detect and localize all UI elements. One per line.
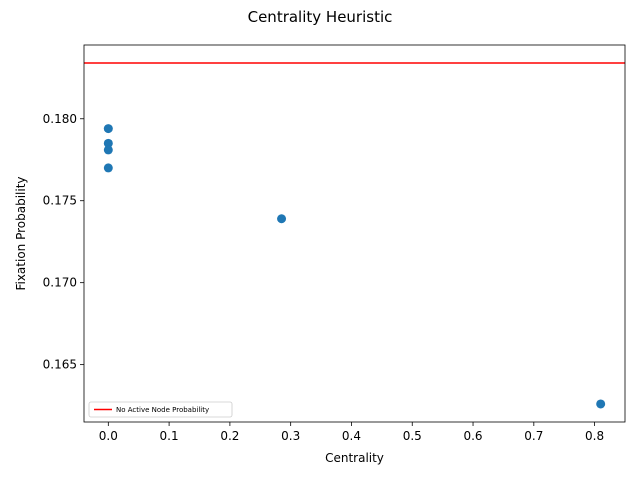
x-tick-label-2: 0.2 xyxy=(220,429,239,443)
x-axis-label: Centrality xyxy=(325,451,384,465)
x-tick-label-1: 0.1 xyxy=(160,429,179,443)
y-tick-label-1: 0.170 xyxy=(43,276,77,290)
x-tick-label-7: 0.7 xyxy=(524,429,543,443)
y-tick-label-2: 0.175 xyxy=(43,194,77,208)
y-axis-label: Fixation Probability xyxy=(14,176,28,290)
x-tick-label-8: 0.8 xyxy=(585,429,604,443)
legend-label: No Active Node Probability xyxy=(116,406,209,414)
data-point-4 xyxy=(277,214,287,224)
x-tick-label-3: 0.3 xyxy=(281,429,300,443)
data-point-5 xyxy=(596,399,606,409)
data-point-0 xyxy=(103,124,113,134)
data-point-3 xyxy=(103,163,113,173)
legend-box xyxy=(88,401,233,418)
y-tick-label-3: 0.180 xyxy=(43,112,77,126)
plot-area: 0.0 0.1 0.2 0.3 0.4 0.5 0.6 0.7 0.8 0.165 0.170 0.1… xyxy=(43,44,626,443)
x-tick-label-0: 0.0 xyxy=(99,429,118,443)
data-point-1 xyxy=(103,138,113,148)
plot-frame xyxy=(83,44,626,423)
data-point-2 xyxy=(103,145,113,155)
x-tick-label-5: 0.5 xyxy=(403,429,422,443)
x-tick-label-6: 0.6 xyxy=(463,429,482,443)
x-tick-label-4: 0.4 xyxy=(342,429,361,443)
y-tick-label-0: 0.165 xyxy=(43,358,77,372)
chart-title: Centrality Heuristic xyxy=(248,8,393,26)
